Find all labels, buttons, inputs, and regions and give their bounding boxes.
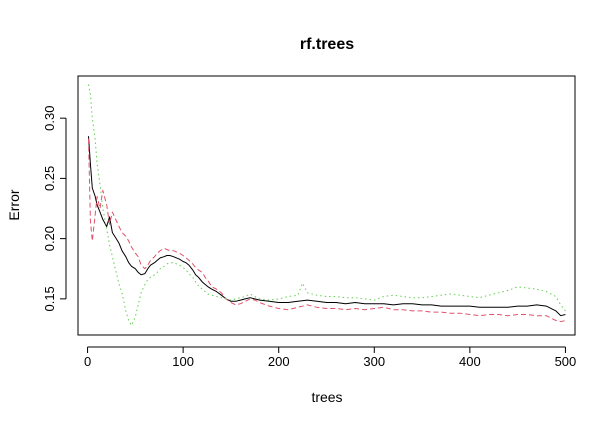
plot-box xyxy=(77,75,576,336)
x-tick-label: 100 xyxy=(172,354,194,369)
y-tick-label: 0.15 xyxy=(42,286,57,311)
x-axis-label: trees xyxy=(311,389,342,405)
y-tick-label: 0.25 xyxy=(42,166,57,191)
x-tick-label: 300 xyxy=(363,354,385,369)
y-axis: 0.15 0.20 0.25 0.30 xyxy=(42,106,67,312)
series-line-1 xyxy=(88,136,566,317)
x-tick-label: 200 xyxy=(268,354,290,369)
x-tick-label: 500 xyxy=(555,354,577,369)
series-line-2 xyxy=(88,138,566,323)
y-axis-label: Error xyxy=(6,189,22,220)
x-tick-label: 0 xyxy=(84,354,91,369)
x-tick-label: 400 xyxy=(459,354,481,369)
series-line-3 xyxy=(88,84,566,326)
chart-title: rf.trees xyxy=(300,36,354,53)
x-axis: 0 100 200 300 400 500 xyxy=(84,346,577,369)
y-tick-label: 0.20 xyxy=(42,226,57,251)
series-layer xyxy=(88,84,566,326)
y-tick-label: 0.30 xyxy=(42,106,57,131)
